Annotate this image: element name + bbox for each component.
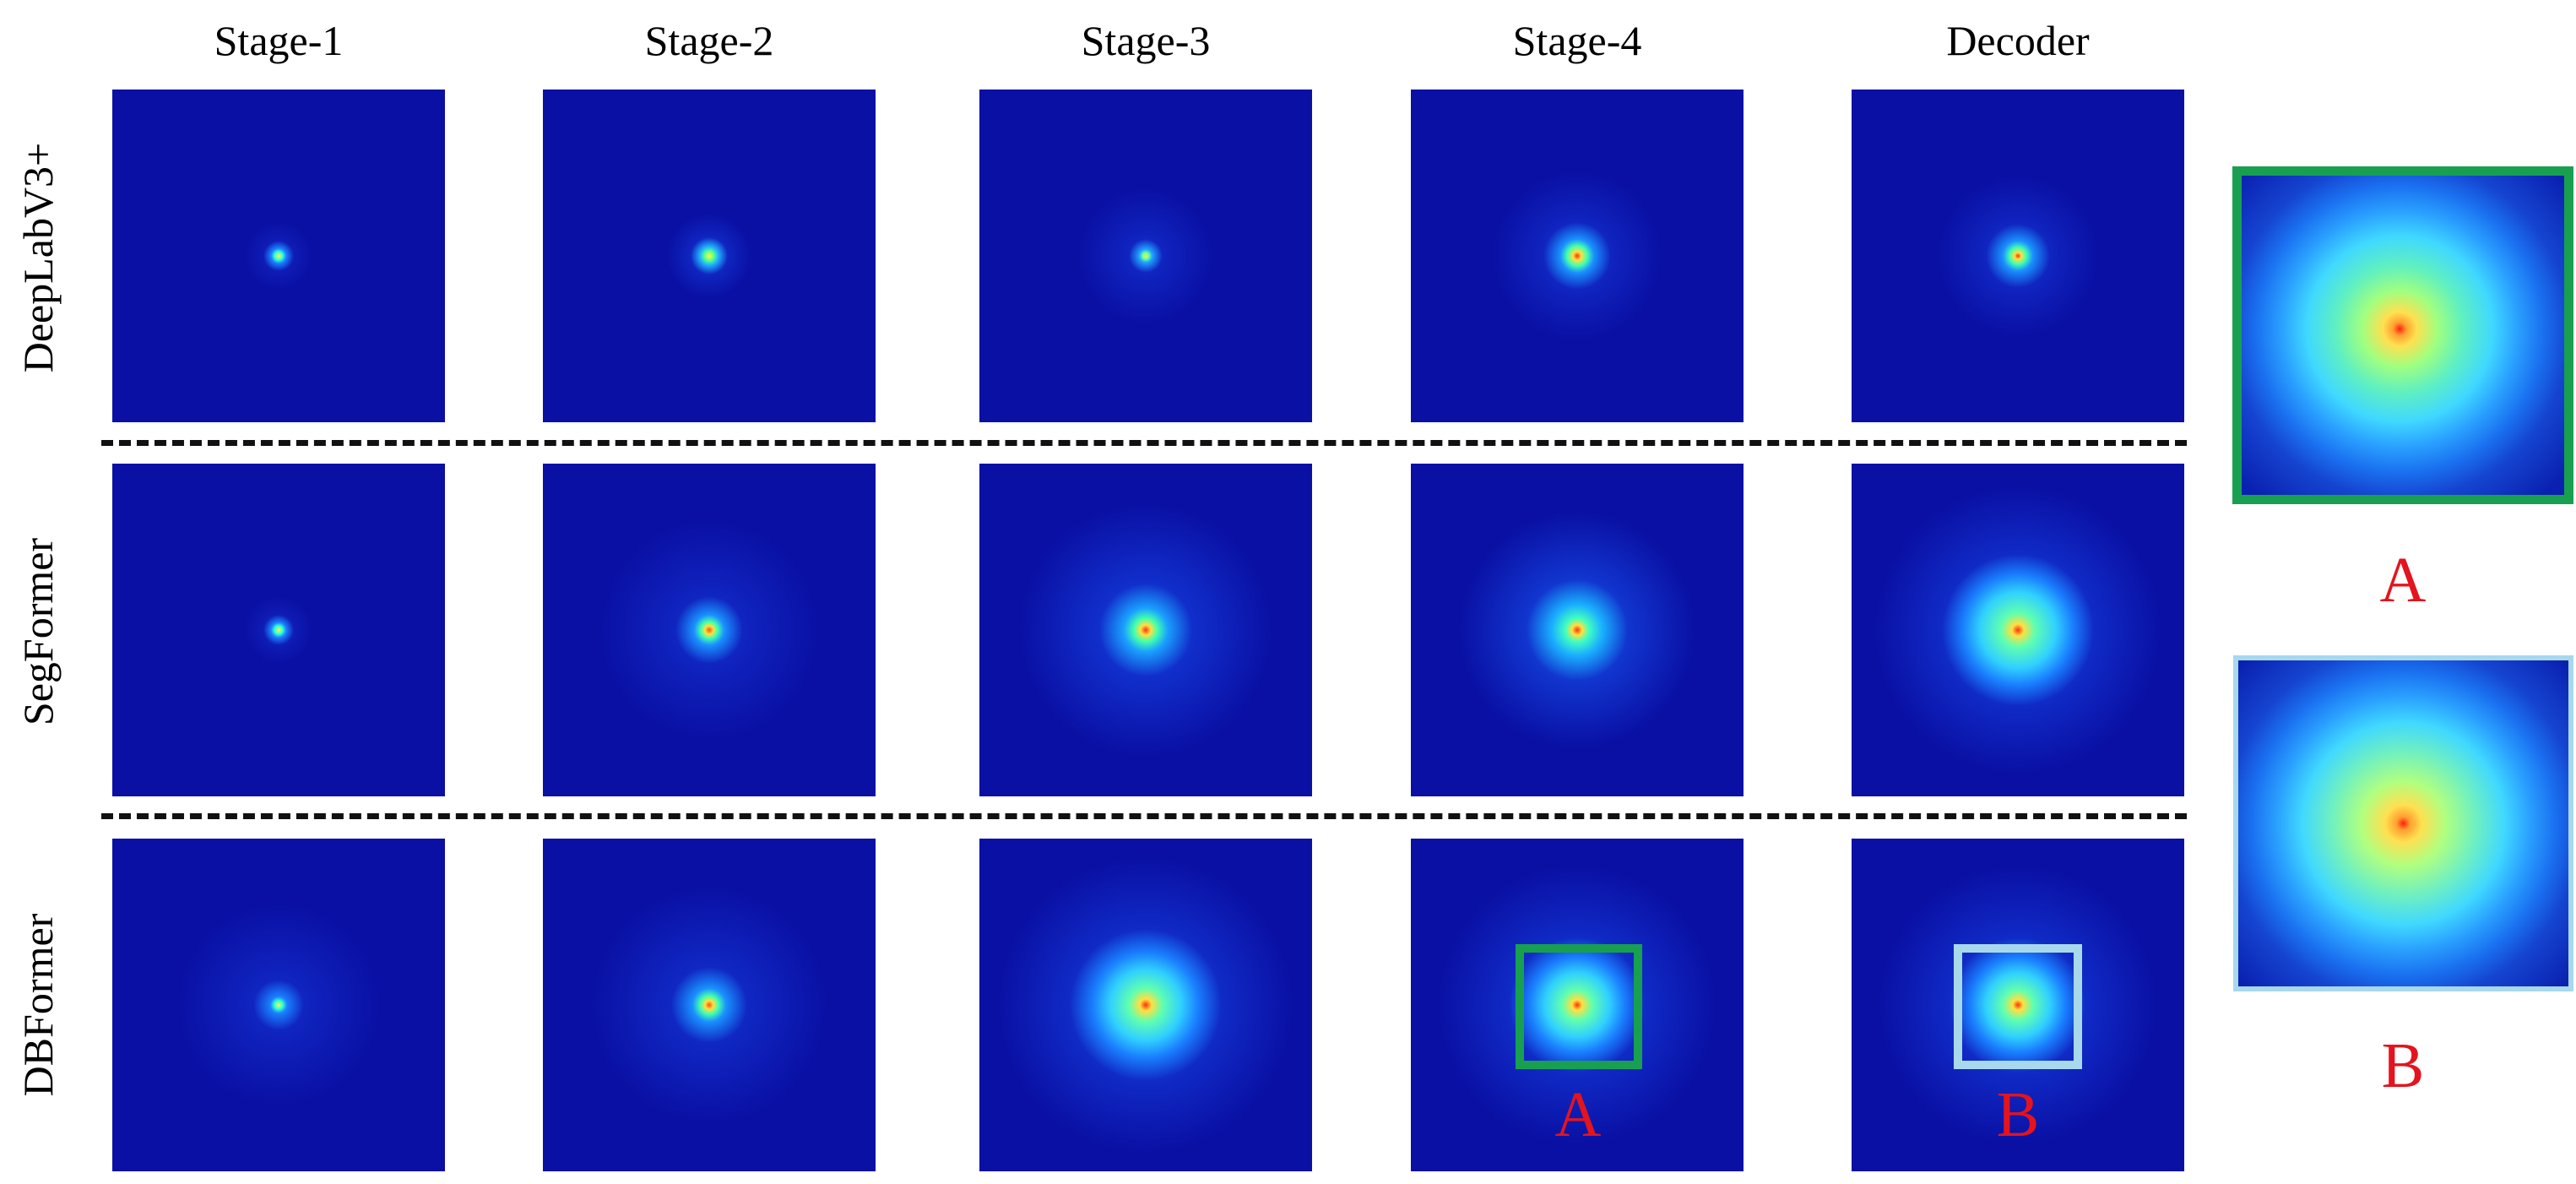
heatmap-deeplabv3-stage-1	[112, 90, 445, 422]
col-header-stage-4: Stage-4	[1512, 17, 1642, 64]
highlight-box-a	[1516, 944, 1642, 1069]
heatmap-dbformer-stage-3	[979, 839, 1312, 1171]
col-header-stage-2: Stage-2	[644, 17, 774, 64]
label-b-inline: B	[1996, 1079, 2040, 1150]
heatmap-deeplabv3-stage-4	[1411, 90, 1744, 422]
heatmap-deeplabv3-stage-3	[979, 90, 1312, 422]
row-separator-2	[101, 813, 2187, 819]
highlight-box-b	[1954, 944, 2082, 1069]
col-header-stage-3: Stage-3	[1081, 17, 1211, 64]
label-a-inline: A	[1554, 1079, 1602, 1150]
row-label-dbformer: DBFormer	[14, 913, 62, 1097]
row-label-segformer: SegFormer	[14, 537, 62, 726]
heatmap-dbformer-decoder: B	[1852, 839, 2184, 1171]
heatmap-dbformer-stage-2	[543, 839, 876, 1171]
heatmap-segformer-decoder	[1852, 464, 2184, 796]
col-header-decoder: Decoder	[1946, 17, 2090, 64]
heatmap-dbformer-stage-4: A	[1411, 839, 1744, 1171]
zoom-inset-b	[2233, 655, 2573, 991]
heatmap-segformer-stage-2	[543, 464, 876, 796]
zoom-label-b: B	[2381, 1030, 2425, 1101]
zoom-label-a: A	[2379, 545, 2427, 616]
heatmap-segformer-stage-3	[979, 464, 1312, 796]
heatmap-segformer-stage-4	[1411, 464, 1744, 796]
zoom-inset-a	[2232, 166, 2573, 504]
heatmap-deeplabv3-decoder	[1852, 90, 2184, 422]
col-header-stage-1: Stage-1	[214, 17, 344, 64]
row-label-deeplabv3: DeepLabV3+	[14, 142, 62, 373]
heatmap-dbformer-stage-1	[112, 839, 445, 1171]
heatmap-deeplabv3-stage-2	[543, 90, 876, 422]
row-separator-1	[101, 440, 2187, 446]
heatmap-segformer-stage-1	[112, 464, 445, 796]
